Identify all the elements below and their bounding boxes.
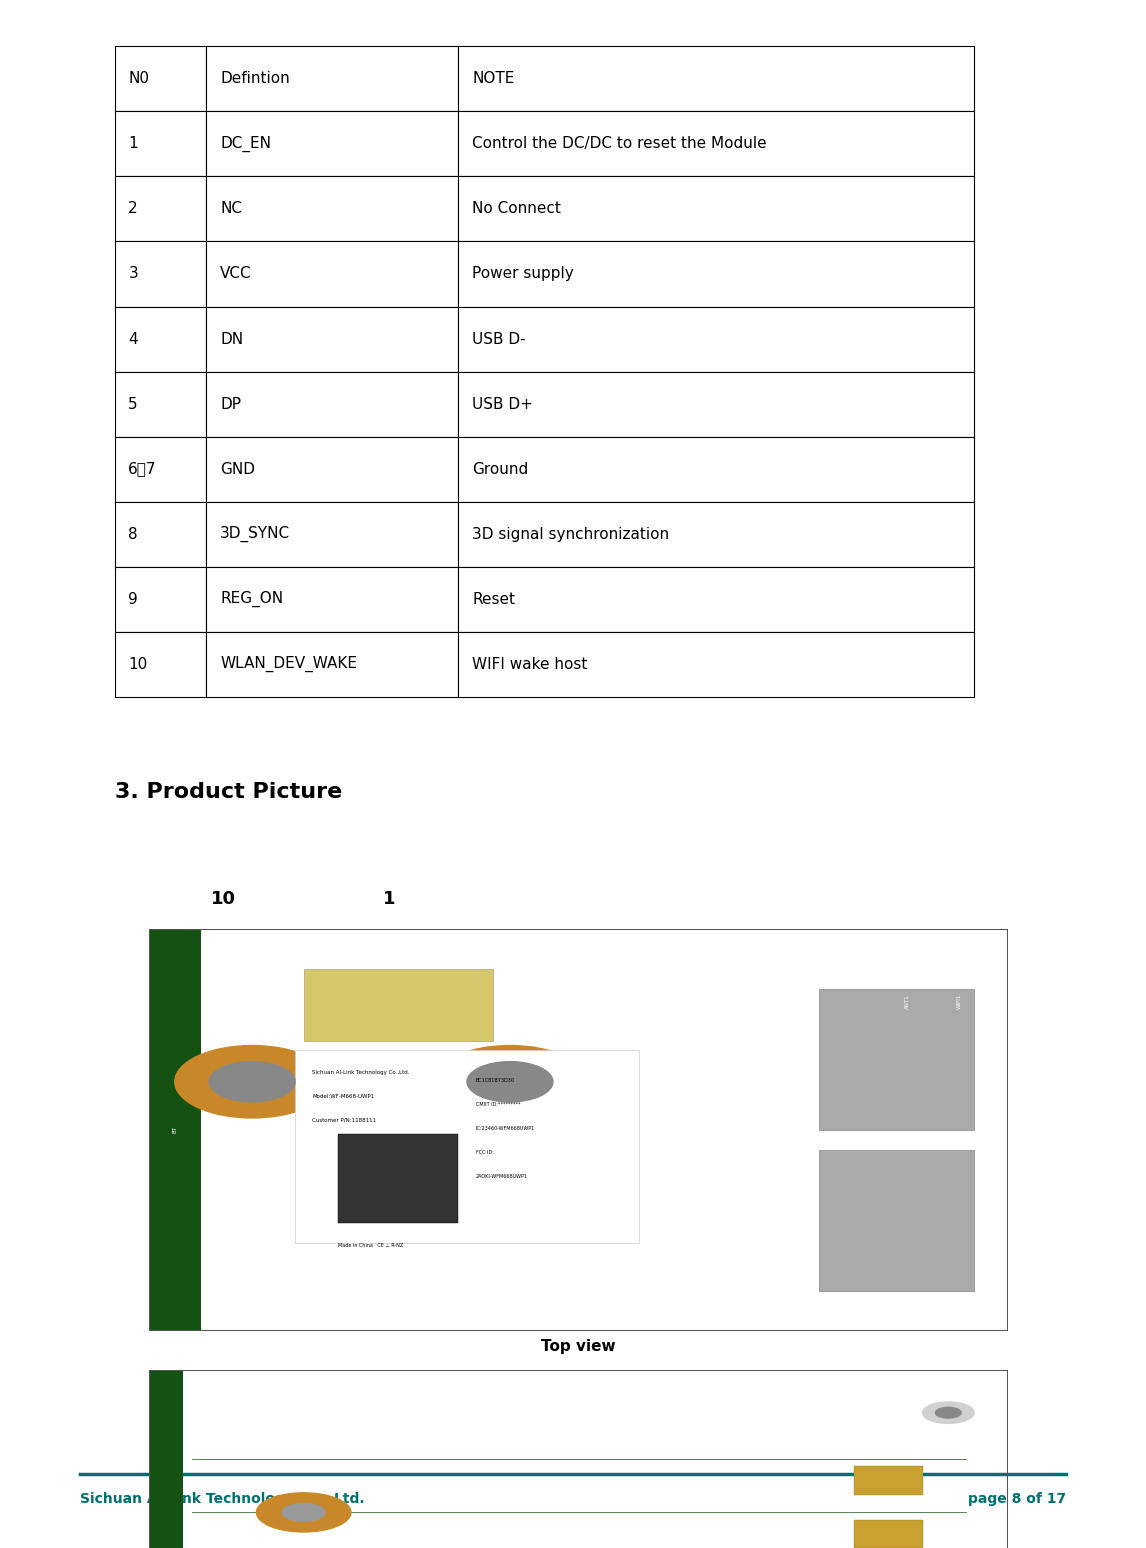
Circle shape [257,1492,351,1533]
Text: 8: 8 [128,526,138,542]
Circle shape [433,1045,588,1118]
Bar [854,1520,923,1548]
Bar [115,632,206,697]
Bar [206,111,458,176]
Bar [149,1370,183,1548]
Text: 2: 2 [128,201,138,217]
Text: 10: 10 [211,890,236,909]
Text: SIO: SIO [983,1146,988,1155]
Circle shape [210,1062,296,1102]
Text: WIFI wake host: WIFI wake host [472,656,588,672]
Bar [458,567,974,632]
Text: page 8 of 17: page 8 of 17 [967,1492,1066,1506]
Bar [206,372,458,437]
Text: Sichuan AI-Link Technology Co.,Ltd.: Sichuan AI-Link Technology Co.,Ltd. [312,1070,410,1074]
Bar [206,567,458,632]
Bar [149,929,201,1331]
Circle shape [923,1402,974,1424]
Text: 3D signal synchronization: 3D signal synchronization [472,526,669,542]
Bar [115,567,206,632]
Bar [458,502,974,567]
Text: ANT1: ANT1 [905,994,910,1009]
Text: 1: 1 [128,136,138,152]
Text: 1: 1 [384,890,395,909]
Bar [115,46,206,111]
Bar [115,241,206,307]
Bar [458,632,974,697]
Text: Customer P/N:1188111: Customer P/N:1188111 [312,1118,376,1122]
Text: 10: 10 [128,656,148,672]
Text: Defintion: Defintion [220,71,290,87]
Text: Made in China   CE ⚠ R-NZ: Made in China CE ⚠ R-NZ [338,1243,403,1248]
Text: Top view: Top view [541,1339,617,1354]
Text: 3D_SYNC: 3D_SYNC [220,526,290,542]
Bar [206,307,458,372]
Bar [458,176,974,241]
Bar [458,372,974,437]
Text: USB D-: USB D- [472,331,526,347]
Text: VCC: VCC [220,266,252,282]
Text: 3. Product Picture: 3. Product Picture [115,782,342,802]
Circle shape [282,1503,325,1522]
Text: 6、7: 6、7 [128,461,157,477]
Circle shape [468,1062,554,1102]
Text: Sichuan AI-Link Technology Co., Ltd.: Sichuan AI-Link Technology Co., Ltd. [80,1492,364,1506]
Bar [458,437,974,502]
Text: FCC ID:: FCC ID: [476,1150,494,1155]
Bar [819,989,974,1130]
Bar [458,307,974,372]
Text: 2AOKI-WFM668UWP1: 2AOKI-WFM668UWP1 [476,1175,527,1180]
Text: BC1C81B73D30: BC1C81B73D30 [476,1077,515,1082]
Text: 3: 3 [128,266,139,282]
Text: IC:23460-WFM668UWP1: IC:23460-WFM668UWP1 [476,1125,535,1132]
Bar [115,372,206,437]
Text: DN: DN [220,331,243,347]
Bar [115,176,206,241]
Bar [304,969,493,1042]
Bar [115,437,206,502]
Text: 9: 9 [128,591,139,607]
Text: 4: 4 [128,331,138,347]
Bar [854,1466,923,1495]
Text: 5: 5 [128,396,138,412]
Text: BT: BT [172,1127,178,1133]
Bar [115,111,206,176]
Text: DP: DP [220,396,241,412]
Bar [206,241,458,307]
Text: GND: GND [220,461,256,477]
Bar [819,1150,974,1291]
Text: Reset: Reset [472,591,516,607]
Bar [115,502,206,567]
Bar [458,46,974,111]
Bar [296,1050,639,1243]
Text: NC: NC [220,201,242,217]
Text: NOTE: NOTE [472,71,515,87]
Text: Ground: Ground [472,461,528,477]
Text: Power supply: Power supply [472,266,574,282]
Text: USB D+: USB D+ [472,396,533,412]
Text: CMIIT ID:*********: CMIIT ID:********* [476,1102,520,1107]
Circle shape [174,1045,330,1118]
Text: No Connect: No Connect [472,201,562,217]
Bar [206,437,458,502]
Bar [458,241,974,307]
Text: Model:WF-M668-UWP1: Model:WF-M668-UWP1 [312,1094,375,1099]
Bar [115,307,206,372]
Text: Control the DC/DC to reset the Module: Control the DC/DC to reset the Module [472,136,767,152]
Bar [206,176,458,241]
Bar [206,632,458,697]
Text: REG_ON: REG_ON [220,591,283,607]
Circle shape [935,1407,961,1418]
Bar [206,46,458,111]
Bar [338,1135,458,1223]
Text: DC_EN: DC_EN [220,136,272,152]
Text: N0: N0 [128,71,149,87]
Bar [206,502,458,567]
Text: WIFI1: WIFI1 [957,994,961,1009]
Text: WLAN_DEV_WAKE: WLAN_DEV_WAKE [220,656,358,672]
Bar [458,111,974,176]
